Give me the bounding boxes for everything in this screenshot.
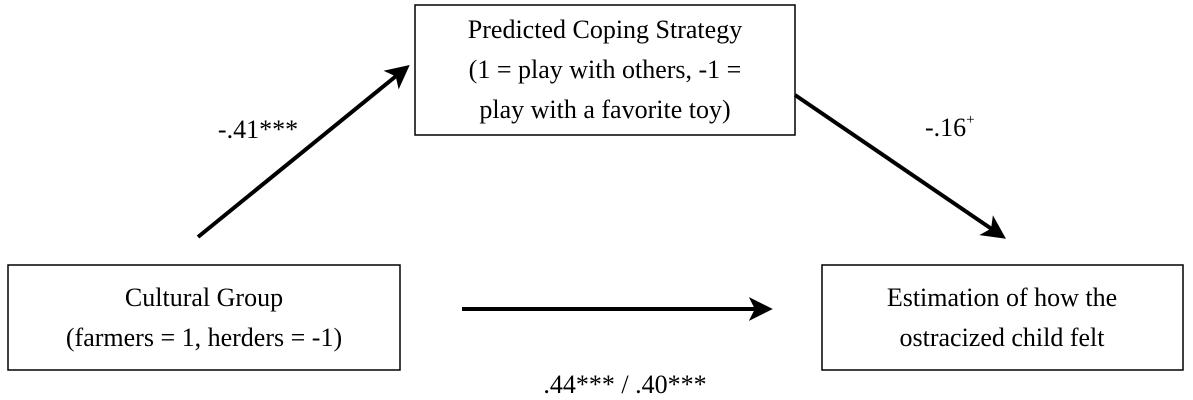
node-text: (farmers = 1, herders = -1) xyxy=(66,323,342,352)
outcome-box xyxy=(821,264,1184,371)
node-text: play with a favorite toy) xyxy=(479,95,730,124)
node-text: Predicted Coping Strategy xyxy=(468,15,742,44)
edge-label-main: -.16 xyxy=(925,113,966,142)
arrow xyxy=(196,64,410,239)
node-text: ostracized child felt xyxy=(899,323,1105,352)
predictor-box xyxy=(7,264,401,371)
edge-label-superscript: + xyxy=(966,112,974,128)
edge-label: -.16+ xyxy=(925,112,975,142)
arrow xyxy=(793,93,1006,239)
node-text: Estimation of how the xyxy=(887,283,1117,312)
mediator-box xyxy=(414,4,796,136)
edge-label: .44*** / .40*** xyxy=(543,370,706,399)
edge-label: -.41*** xyxy=(218,115,298,144)
node-text: (1 = play with others, -1 = xyxy=(469,55,742,84)
node-text: Cultural Group xyxy=(125,283,283,312)
